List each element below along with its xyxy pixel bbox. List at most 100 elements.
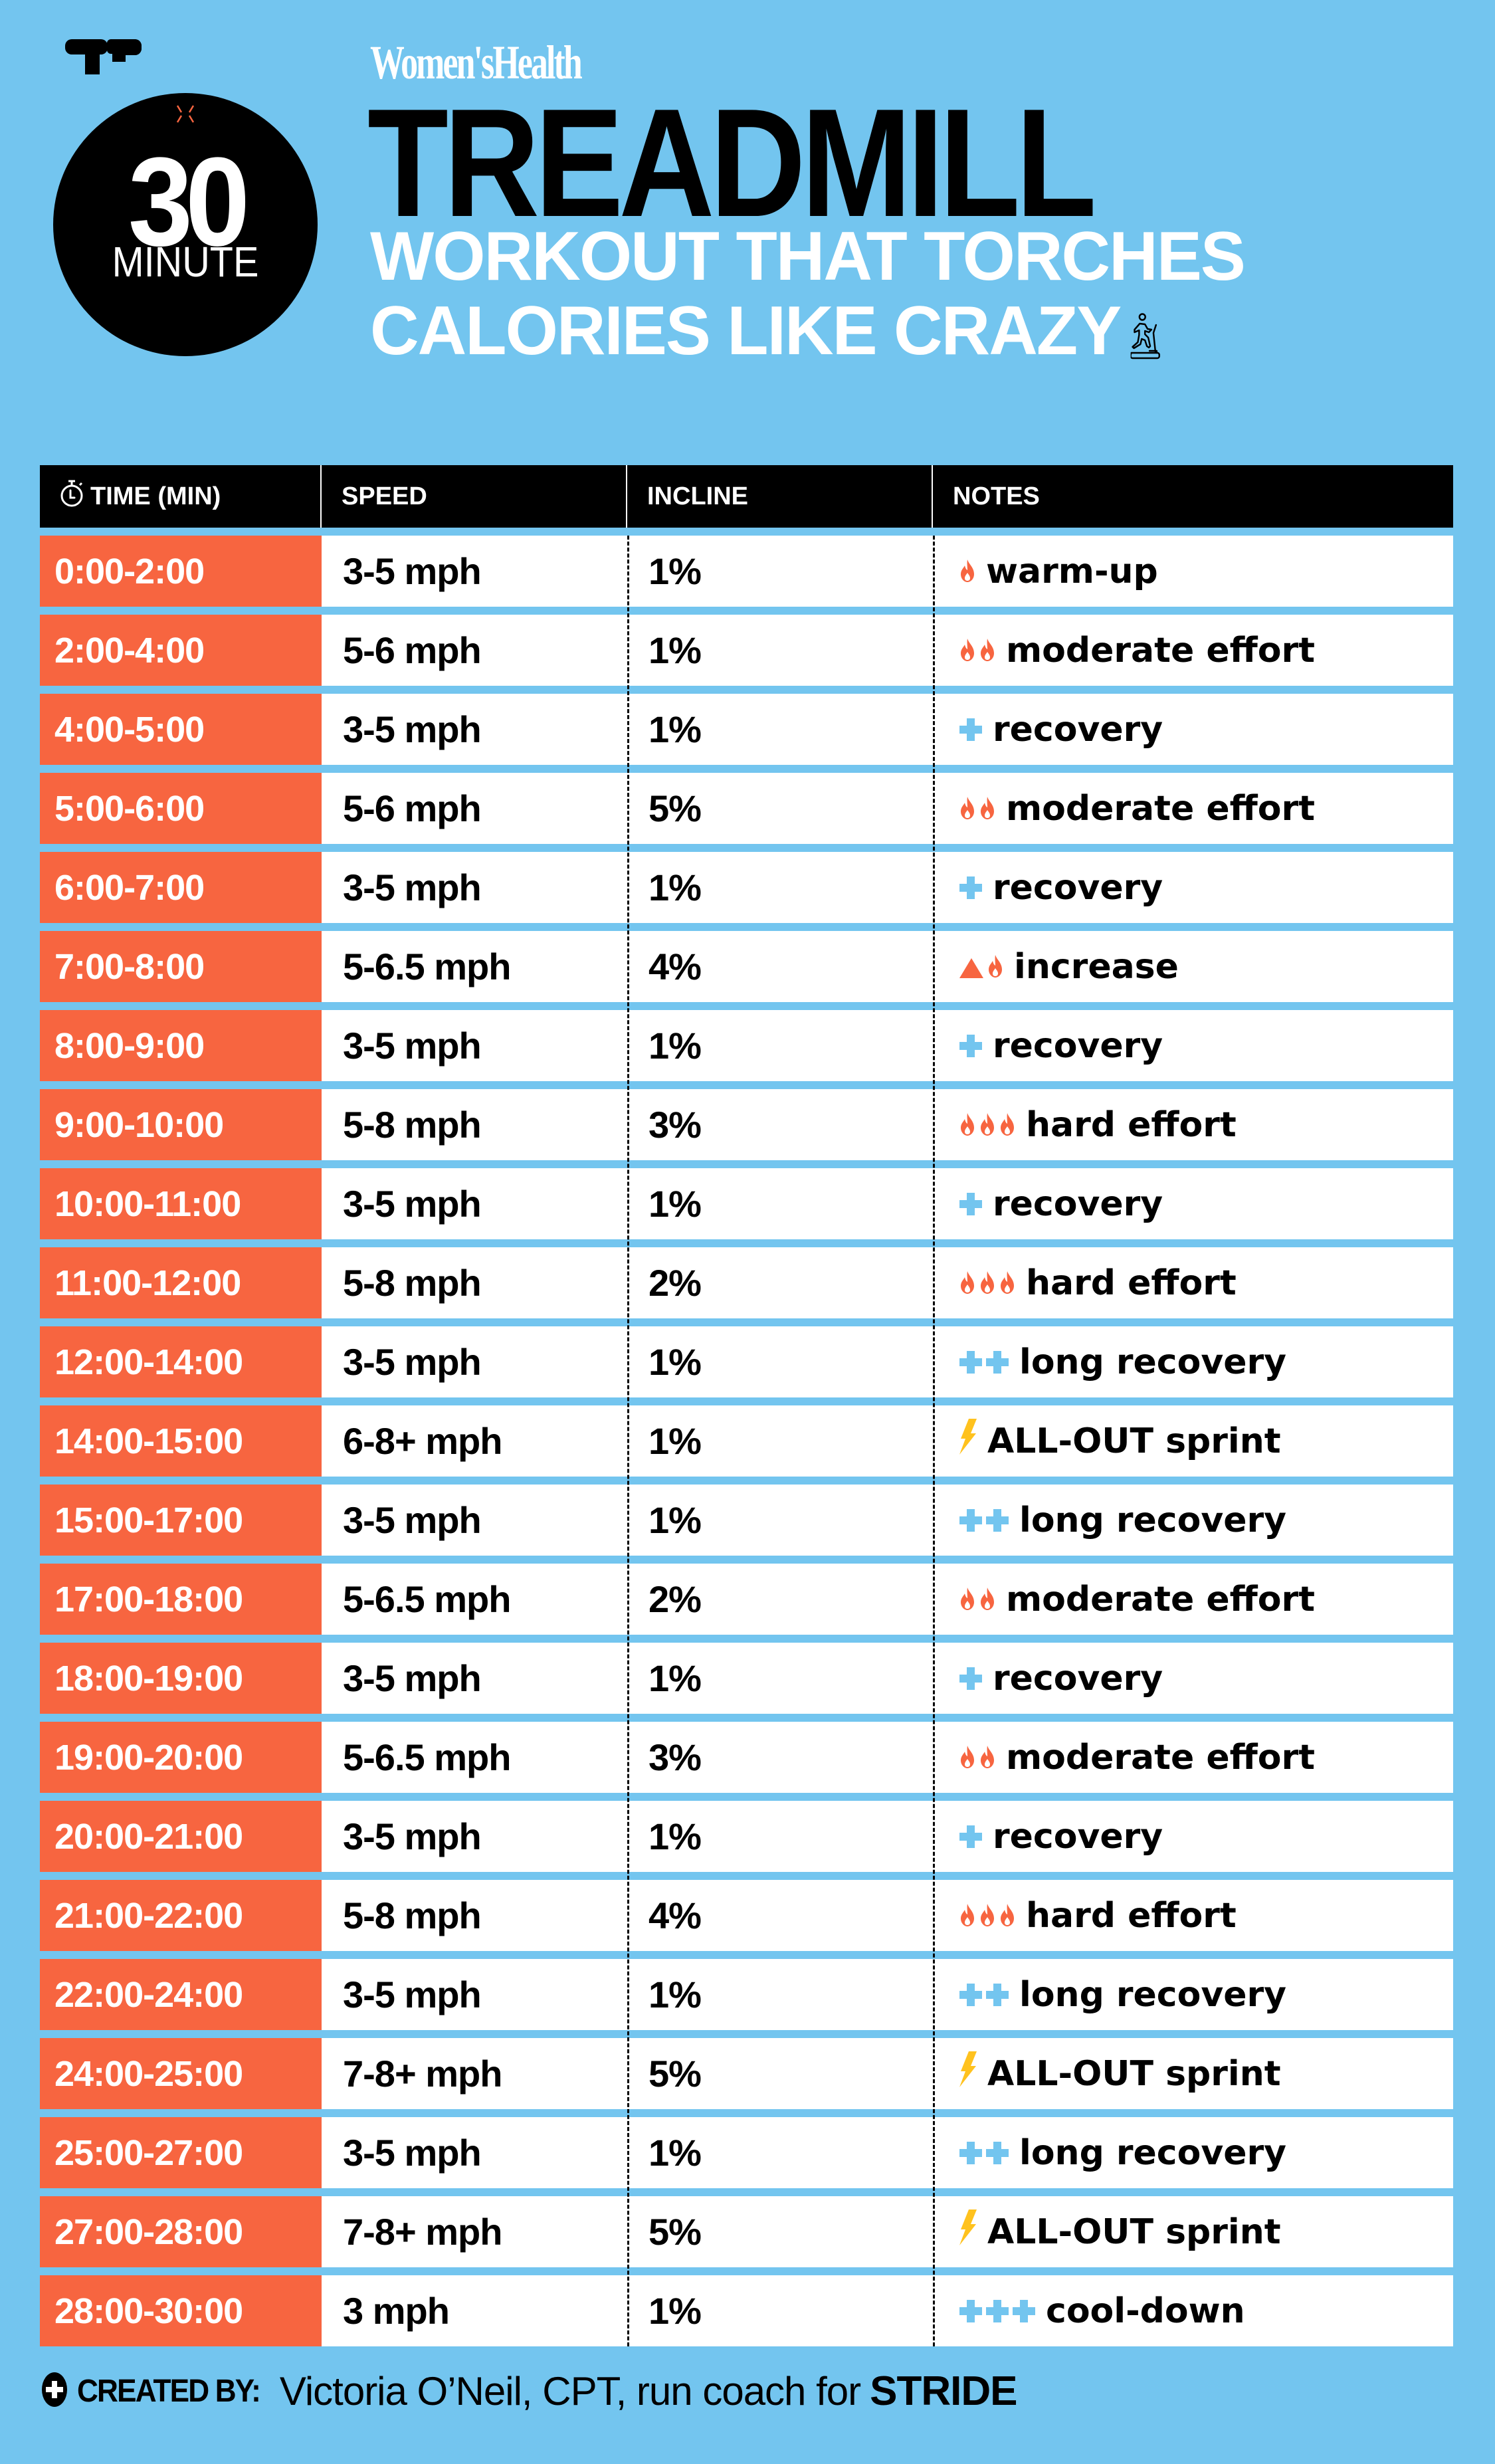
stopwatch-icon (53, 39, 318, 356)
notes-cell: long recovery (933, 1959, 1453, 2030)
speed-cell: 3-5 mph (343, 867, 482, 908)
plus-icon (959, 1342, 982, 1382)
incline-cell: 1% (648, 2290, 702, 2332)
note-text: ALL-OUT sprint (987, 2053, 1281, 2094)
notes-cell: hard effort (933, 1089, 1453, 1160)
incline-cell: 1% (648, 2132, 702, 2174)
plus-icon (959, 1500, 982, 1540)
note-text: hard effort (1026, 1263, 1237, 1303)
plus-icon (986, 1975, 1009, 2015)
incline-cell: 2% (648, 1578, 702, 1620)
plus-icon (959, 2291, 982, 2331)
flame-icon (979, 1738, 995, 1778)
plus-icon (986, 2291, 1009, 2331)
time-cell: 12:00-14:00 (40, 1326, 322, 1397)
notes-cell: moderate effort (933, 1564, 1453, 1635)
speed-cell: 5-8 mph (343, 1262, 482, 1304)
flame-icon (959, 1263, 975, 1303)
flame-icon (979, 1263, 995, 1303)
plus-icon (959, 1184, 982, 1224)
notes-cell: recovery (933, 852, 1453, 923)
table-row: 14:00-15:00 6-8+ mph 1% ALL-OUT sprint (40, 1405, 1453, 1477)
notes-cell: warm-up (933, 536, 1453, 607)
time-cell: 11:00-12:00 (40, 1247, 322, 1318)
flame-icon (979, 631, 995, 670)
note-text: cool-down (1046, 2291, 1245, 2331)
notes-cell: ALL-OUT sprint (933, 1405, 1453, 1477)
speed-cell: 5-8 mph (343, 1895, 482, 1936)
note-text: long recovery (1019, 1500, 1287, 1540)
note-text: ALL-OUT sprint (987, 1421, 1281, 1461)
time-cell: 8:00-9:00 (40, 1010, 322, 1081)
table-row: 17:00-18:00 5-6.5 mph 2% moderate effort (40, 1564, 1453, 1635)
lightning-bolt-icon (959, 2051, 977, 2096)
header-speed: SPEED (322, 465, 627, 528)
time-cell: 2:00-4:00 (40, 615, 322, 686)
incline-cell: 1% (648, 867, 702, 908)
incline-cell: 1% (648, 1815, 702, 1857)
time-cell: 22:00-24:00 (40, 1959, 322, 2030)
flame-icon (959, 789, 975, 829)
stopwatch-icon (60, 478, 84, 514)
speed-cell: 5-8 mph (343, 1104, 482, 1146)
plus-icon (959, 710, 982, 750)
table-body: 0:00-2:00 3-5 mph 1% warm-up 2:00-4:00 5-6 mp… (40, 536, 1453, 2346)
table-row: 27:00-28:00 7-8+ mph 5% ALL-OUT sprint (40, 2196, 1453, 2267)
time-cell: 25:00-27:00 (40, 2117, 322, 2188)
header-time: TIME (MIN) (40, 465, 322, 528)
table-row: 11:00-12:00 5-8 mph 2% hard effort (40, 1247, 1453, 1318)
notes-cell: recovery (933, 1168, 1453, 1239)
incline-cell: 4% (648, 946, 702, 987)
speed-cell: 3-5 mph (343, 1025, 482, 1067)
flame-icon (979, 789, 995, 829)
table-row: 25:00-27:00 3-5 mph 1% long recovery (40, 2117, 1453, 2188)
notes-cell: ALL-OUT sprint (933, 2196, 1453, 2267)
table-row: 10:00-11:00 3-5 mph 1% recovery (40, 1168, 1453, 1239)
header-notes: NOTES (953, 482, 1040, 510)
flame-icon (959, 1738, 975, 1778)
incline-cell: 1% (648, 1341, 702, 1383)
credit-label: CREATED BY: (77, 2374, 261, 2409)
plus-icon (986, 1342, 1009, 1382)
subtitle-line-2: CALORIES LIKE CRAZY (370, 294, 1245, 375)
notes-cell: hard effort (933, 1247, 1453, 1318)
credit-org: STRIDE (870, 2368, 1017, 2414)
table-row: 9:00-10:00 5-8 mph 3% hard effort (40, 1089, 1453, 1160)
minutes-label: MINUTE (112, 238, 259, 286)
table-row: 18:00-19:00 3-5 mph 1% recovery (40, 1643, 1453, 1714)
table-row: 20:00-21:00 3-5 mph 1% recovery (40, 1801, 1453, 1872)
notes-cell: moderate effort (933, 615, 1453, 686)
time-cell: 18:00-19:00 (40, 1643, 322, 1714)
note-text: recovery (993, 709, 1163, 750)
table-row: 21:00-22:00 5-8 mph 4% hard effort (40, 1880, 1453, 1951)
table-header: TIME (MIN) SPEED INCLINE NOTES (40, 465, 1453, 528)
incline-cell: 1% (648, 1499, 702, 1541)
subtitle-line-1: WORKOUT THAT TORCHES (370, 218, 1246, 295)
speed-cell: 3-5 mph (343, 1499, 482, 1541)
table-row: 4:00-5:00 3-5 mph 1% recovery (40, 694, 1453, 765)
table-row: 8:00-9:00 3-5 mph 1% recovery (40, 1010, 1453, 1081)
incline-cell: 1% (648, 1657, 702, 1699)
plus-icon (959, 868, 982, 908)
flame-icon (979, 1580, 995, 1619)
notes-cell: recovery (933, 1010, 1453, 1081)
flame-icon (959, 552, 975, 591)
flame-icon (959, 1896, 975, 1936)
incline-cell: 5% (648, 2053, 702, 2095)
subtitle-line-2-text: CALORIES LIKE CRAZY (370, 292, 1122, 369)
note-text: recovery (993, 867, 1163, 908)
plus-icon (959, 2133, 982, 2173)
time-cell: 9:00-10:00 (40, 1089, 322, 1160)
note-text: hard effort (1026, 1104, 1237, 1145)
speed-cell: 3-5 mph (343, 1974, 482, 2015)
speed-cell: 5-6 mph (343, 787, 482, 829)
speed-cell: 7-8+ mph (343, 2211, 502, 2253)
note-text: recovery (993, 1025, 1163, 1066)
notes-cell: recovery (933, 1801, 1453, 1872)
table-row: 28:00-30:00 3 mph 1% cool-down (40, 2275, 1453, 2346)
column-divider (933, 536, 935, 2346)
notes-cell: long recovery (933, 1326, 1453, 1397)
speed-cell: 3-5 mph (343, 1815, 482, 1857)
note-text: recovery (993, 1816, 1163, 1857)
plus-circle-icon (41, 2372, 68, 2411)
